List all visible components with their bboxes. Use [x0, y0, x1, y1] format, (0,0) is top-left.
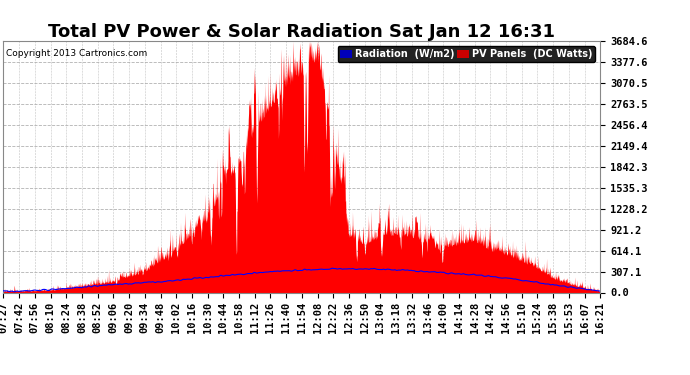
Legend: Radiation  (W/m2), PV Panels  (DC Watts): Radiation (W/m2), PV Panels (DC Watts): [337, 46, 595, 62]
Title: Total PV Power & Solar Radiation Sat Jan 12 16:31: Total PV Power & Solar Radiation Sat Jan…: [48, 23, 555, 41]
Text: Copyright 2013 Cartronics.com: Copyright 2013 Cartronics.com: [6, 49, 148, 58]
